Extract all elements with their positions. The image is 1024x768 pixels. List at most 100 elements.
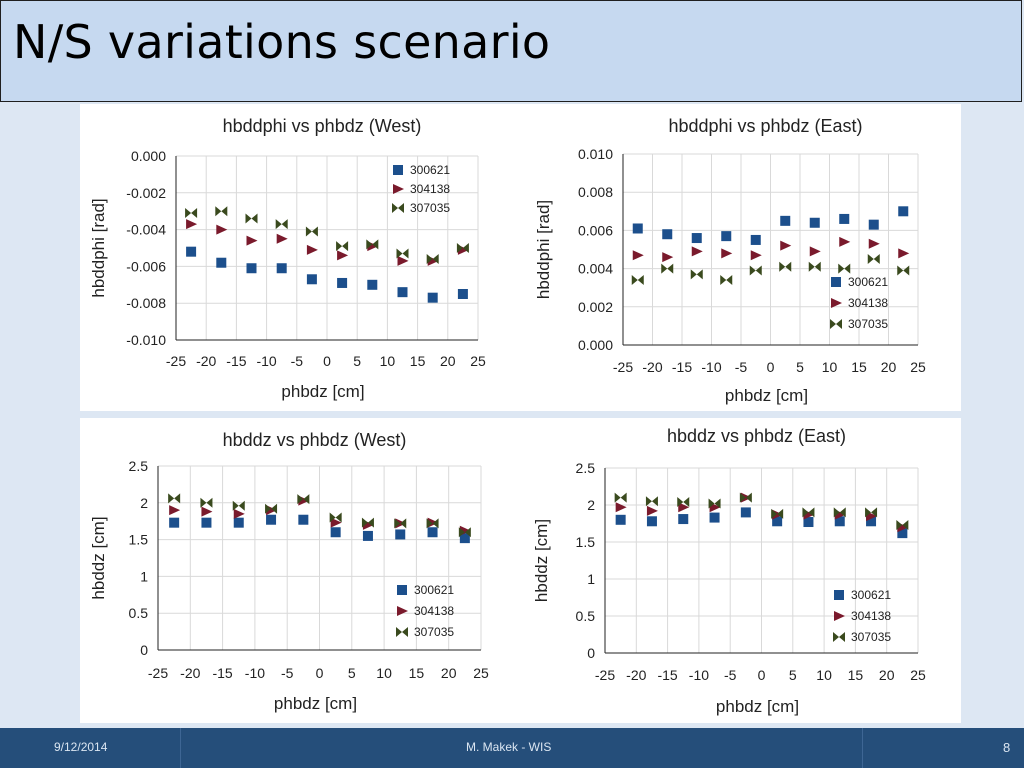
data-point xyxy=(615,502,627,513)
x-tick-label: 5 xyxy=(796,359,804,375)
data-point xyxy=(221,206,228,217)
data-point xyxy=(620,492,627,503)
data-point xyxy=(838,263,845,274)
data-point xyxy=(755,265,762,276)
data-point xyxy=(897,265,904,276)
data-point xyxy=(750,234,761,245)
data-point xyxy=(696,269,703,280)
x-tick-label: 0 xyxy=(323,353,331,369)
data-point xyxy=(802,507,809,518)
y-tick-label: -0.004 xyxy=(126,222,166,238)
legend-label: 307035 xyxy=(414,625,454,639)
y-tick-label: 2 xyxy=(140,495,148,511)
data-point xyxy=(834,516,845,527)
x-tick-label: 20 xyxy=(879,667,895,683)
x-tick-label: -5 xyxy=(291,353,304,369)
data-point xyxy=(265,503,272,514)
data-point xyxy=(462,243,469,253)
legend-marker xyxy=(833,632,839,642)
series-304138 xyxy=(632,236,910,263)
data-point xyxy=(186,219,198,230)
chart-title: hbddphi vs phbdz (West) xyxy=(223,116,422,136)
y-axis-label: hbddz [cm] xyxy=(532,519,551,602)
slide-title-bar: N/S variations scenario xyxy=(0,0,1022,102)
data-point xyxy=(330,517,342,528)
data-point xyxy=(216,257,227,268)
data-point xyxy=(662,229,673,240)
chart-title: hbddphi vs phbdz (East) xyxy=(668,116,862,136)
data-point xyxy=(329,512,336,523)
legend-label: 307035 xyxy=(848,317,888,331)
legend-marker xyxy=(836,319,842,329)
chart-east-hbddphi: hbddphi vs phbdz (East) 0.010 0.008 0.006 0.… xyxy=(534,116,926,405)
series-300621 xyxy=(169,514,470,544)
footer-divider xyxy=(862,728,863,768)
x-tick-label: 5 xyxy=(353,353,361,369)
data-point xyxy=(661,263,668,274)
data-point xyxy=(191,208,198,219)
data-point xyxy=(897,528,908,539)
data-point xyxy=(311,226,318,237)
data-point xyxy=(740,507,751,518)
data-point xyxy=(873,254,880,265)
data-point xyxy=(186,246,197,257)
data-point xyxy=(251,213,258,224)
data-point xyxy=(456,243,463,253)
y-tick-label: 0 xyxy=(140,642,148,658)
data-point xyxy=(397,287,408,298)
x-tick-label: -15 xyxy=(212,665,232,681)
data-point xyxy=(426,518,433,529)
legend-label: 300621 xyxy=(414,583,454,597)
x-tick-label: 15 xyxy=(409,665,425,681)
legend-label: 304138 xyxy=(851,609,891,623)
legend-marker xyxy=(392,203,398,213)
data-point xyxy=(275,219,282,230)
data-point xyxy=(246,235,258,246)
x-tick-label: 5 xyxy=(789,667,797,683)
data-point xyxy=(720,275,727,286)
chart-title: hbddz vs phbdz (West) xyxy=(223,430,407,450)
x-tick-label: -25 xyxy=(166,353,186,369)
x-tick-label: -15 xyxy=(657,667,677,683)
data-point xyxy=(871,507,878,518)
data-point xyxy=(464,527,471,538)
data-point xyxy=(305,226,312,237)
x-tick-label: -10 xyxy=(689,667,709,683)
data-point xyxy=(632,250,644,261)
data-point xyxy=(362,530,373,541)
legend-label: 300621 xyxy=(848,275,888,289)
data-point xyxy=(844,263,851,274)
data-point xyxy=(426,254,433,265)
data-point xyxy=(297,494,304,505)
x-tick-label: -20 xyxy=(642,359,662,375)
data-point xyxy=(233,517,244,528)
y-tick-label: 2 xyxy=(587,497,595,513)
data-point xyxy=(168,493,175,504)
data-point xyxy=(206,497,213,508)
footer-author: M. Makek - WIS xyxy=(466,740,552,754)
data-point xyxy=(709,512,720,523)
data-point xyxy=(839,236,851,247)
data-point xyxy=(690,269,697,280)
series-300621 xyxy=(615,507,908,539)
data-point xyxy=(427,292,438,303)
data-point xyxy=(645,496,652,507)
data-point xyxy=(780,240,792,251)
legend-label: 304138 xyxy=(410,182,450,196)
legend-label: 304138 xyxy=(414,604,454,618)
x-tick-label: -10 xyxy=(701,359,721,375)
legend-label: 304138 xyxy=(848,296,888,310)
x-tick-label: -5 xyxy=(735,359,748,375)
data-point xyxy=(271,503,278,514)
data-point xyxy=(739,492,746,503)
data-point xyxy=(298,514,309,525)
data-point xyxy=(432,254,439,265)
x-tick-label: 25 xyxy=(470,353,486,369)
y-tick-label: 1.5 xyxy=(576,534,596,550)
x-axis-label: phbdz [cm] xyxy=(725,386,808,405)
data-point xyxy=(459,533,470,544)
data-point xyxy=(646,516,657,527)
data-point xyxy=(678,514,689,525)
legend-marker xyxy=(839,632,845,642)
data-point xyxy=(867,254,874,265)
